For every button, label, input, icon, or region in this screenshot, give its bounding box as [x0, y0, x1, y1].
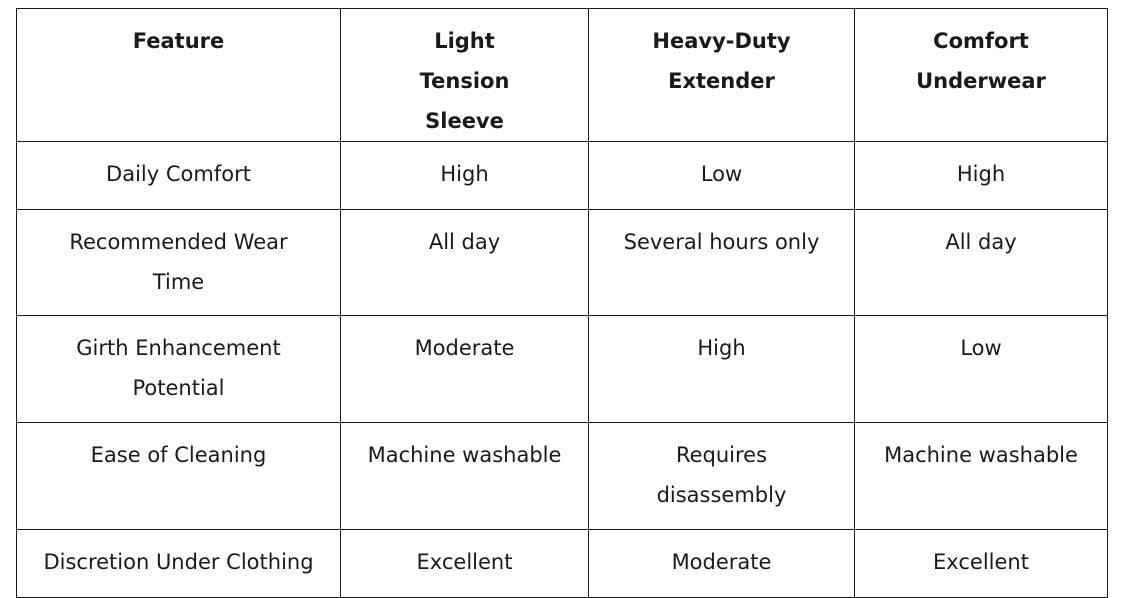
row-label-daily-comfort: Daily Comfort: [16, 141, 341, 210]
table-cell: Machine washable: [340, 422, 589, 530]
table-cell: Excellent: [340, 529, 589, 598]
header-row: Feature Light Tension Sleeve Heavy-Duty …: [16, 8, 1108, 142]
comparison-table: Feature Light Tension Sleeve Heavy-Duty …: [16, 8, 1108, 598]
table-cell: High: [854, 141, 1108, 210]
header-feature: Feature: [16, 8, 341, 142]
table-cell: Low: [588, 141, 855, 210]
header-light-tension-sleeve: Light Tension Sleeve: [340, 8, 589, 142]
header-heavy-duty-extender: Heavy-Duty Extender: [588, 8, 855, 142]
table-cell: High: [340, 141, 589, 210]
row-label-ease-of-cleaning: Ease of Cleaning: [16, 422, 341, 530]
table-cell: Moderate: [340, 315, 589, 423]
table-cell: Moderate: [588, 529, 855, 598]
row-label-discretion-under-clothing: Discretion Under Clothing: [16, 529, 341, 598]
table-row: Ease of Cleaning Machine washable Requir…: [16, 422, 1108, 530]
table-cell: All day: [854, 209, 1108, 316]
table-row: Daily Comfort High Low High: [16, 141, 1108, 210]
table-cell: Machine washable: [854, 422, 1108, 530]
row-label-girth-enhancement-potential: Girth Enhancement Potential: [16, 315, 341, 423]
table-cell: Excellent: [854, 529, 1108, 598]
header-comfort-underwear: Comfort Underwear: [854, 8, 1108, 142]
table-cell: Several hours only: [588, 209, 855, 316]
row-label-recommended-wear-time: Recommended Wear Time: [16, 209, 341, 316]
table-cell: High: [588, 315, 855, 423]
table-cell: Low: [854, 315, 1108, 423]
table-row: Recommended Wear Time All day Several ho…: [16, 209, 1108, 316]
comparison-table-container: Feature Light Tension Sleeve Heavy-Duty …: [16, 8, 1108, 598]
table-row: Discretion Under Clothing Excellent Mode…: [16, 529, 1108, 598]
table-cell: All day: [340, 209, 589, 316]
table-row: Girth Enhancement Potential Moderate Hig…: [16, 315, 1108, 423]
table-cell: Requires disassembly: [588, 422, 855, 530]
